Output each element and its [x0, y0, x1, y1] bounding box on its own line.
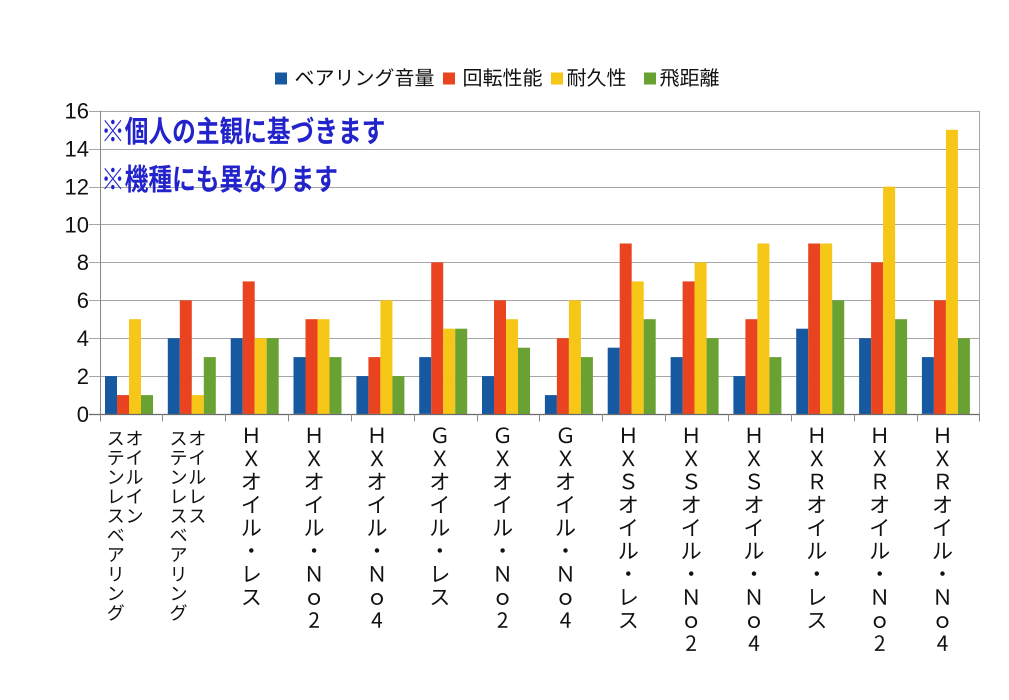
svg-text:14: 14 — [65, 137, 89, 162]
svg-text:4: 4 — [77, 326, 89, 351]
svg-text:0: 0 — [77, 402, 89, 427]
svg-text:10: 10 — [65, 212, 89, 237]
svg-text:2: 2 — [77, 364, 89, 389]
svg-text:12: 12 — [65, 174, 89, 199]
svg-text:6: 6 — [77, 288, 89, 313]
svg-text:16: 16 — [65, 99, 89, 124]
svg-text:8: 8 — [77, 250, 89, 275]
